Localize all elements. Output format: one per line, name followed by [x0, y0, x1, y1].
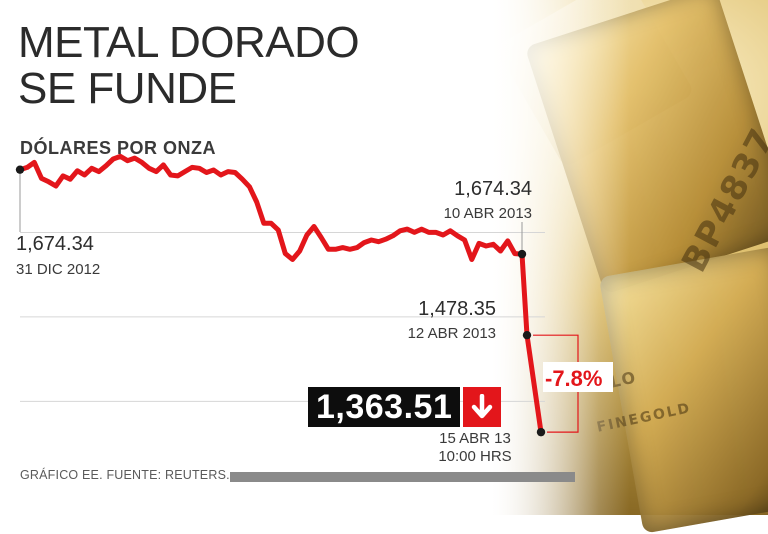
- marker-peak: [517, 249, 527, 259]
- apr12-date-label: 12 ABR 2013: [408, 325, 496, 342]
- current-date-line-2: 10:00 HRS: [438, 448, 512, 465]
- unit-label: DÓLARES POR ONZA: [20, 138, 217, 158]
- apr12-value-label: 1,478.35: [418, 298, 496, 320]
- start-value-label: 1,674.34: [16, 233, 94, 255]
- peak-value-label: 1,674.34: [454, 178, 532, 200]
- footer-rule: [230, 472, 575, 482]
- peak-date-label: 10 ABR 2013: [444, 205, 532, 222]
- start-date-label: 31 DIC 2012: [16, 261, 100, 278]
- current-date-line-1: 15 ABR 13: [439, 430, 511, 447]
- down-arrow-icon: [463, 387, 502, 427]
- marker-current: [536, 427, 546, 437]
- current-price-value: 1,363.51: [308, 387, 461, 427]
- chart-title-line-1: METAL DORADO: [18, 18, 360, 67]
- current-date-label: 15 ABR 13 10:00 HRS: [420, 430, 530, 466]
- current-price-box: 1,363.51: [308, 387, 502, 427]
- source-label: GRÁFICO EE. FUENTE: REUTERS.: [20, 468, 230, 482]
- chart-title: METAL DORADO SE FUNDE: [18, 18, 360, 113]
- down-arrow-icon-glyph: [472, 394, 493, 419]
- pct-change-label: -7.8%: [545, 366, 602, 391]
- marker-start: [15, 165, 25, 174]
- chart-title-line-2: SE FUNDE: [18, 64, 237, 113]
- marker-apr12: [522, 330, 532, 340]
